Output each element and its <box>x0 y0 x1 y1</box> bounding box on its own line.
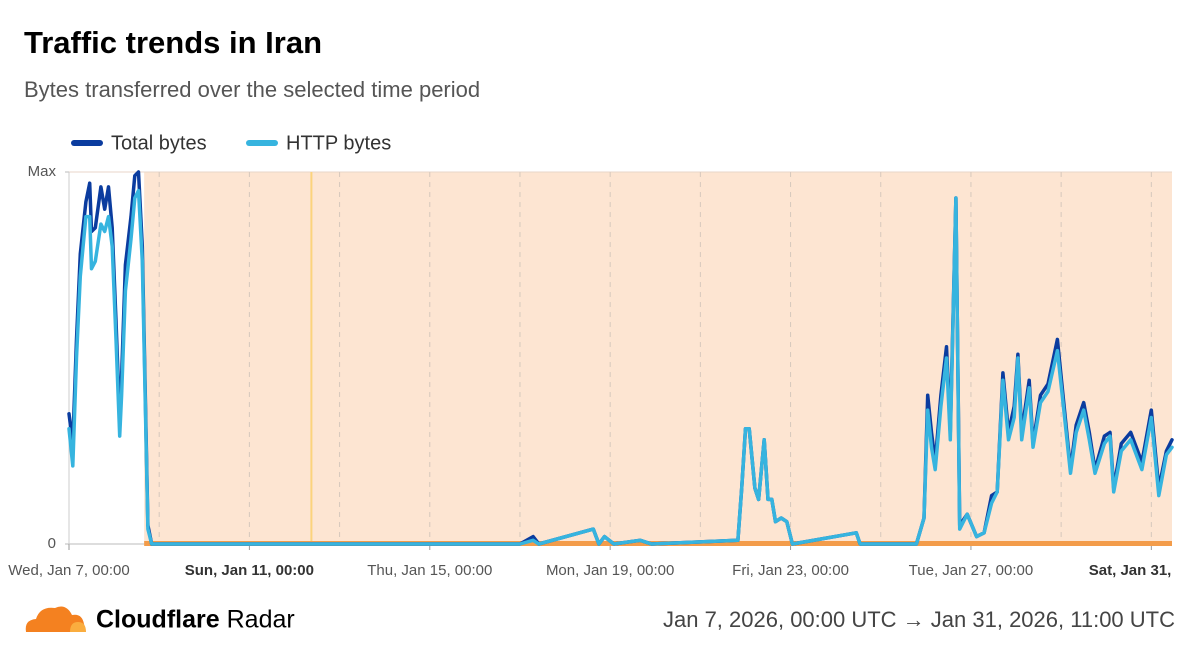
brand: Cloudflare <box>96 606 220 634</box>
x-tick-label: Sat, Jan 31, 00:00 <box>1089 562 1200 579</box>
legend-label: Total bytes <box>111 132 207 154</box>
series-line <box>67 188 1174 546</box>
plot-area: 0 Max <box>28 163 1174 552</box>
x-tick-label: Thu, Jan 15, 00:00 <box>367 562 492 579</box>
legend-label: HTTP bytes <box>286 132 391 154</box>
y-tick-label: 0 <box>48 535 56 552</box>
y-tick-label: Max <box>28 163 57 180</box>
chart-subtitle: Bytes transferred over the selected time… <box>24 77 480 102</box>
x-tick-label: Sun, Jan 11, 00:00 <box>185 562 314 579</box>
x-tick-label: Mon, Jan 19, 00:00 <box>546 562 674 579</box>
cloudflare-logo <box>25 606 86 632</box>
x-tick-label: Fri, Jan 23, 00:00 <box>732 562 849 579</box>
product: Radar <box>227 606 295 634</box>
date-range: Jan 7, 2026, 00:00 UTC → Jan 31, 2026, 1… <box>663 607 1175 632</box>
chart-title: Traffic trends in Iran <box>24 25 322 60</box>
x-axis-labels: Wed, Jan 7, 00:00 Sun, Jan 11, 00:00 Thu, … <box>8 562 1200 579</box>
highlight-region <box>144 172 1172 544</box>
x-tick-label: Tue, Jan 27, 00:00 <box>909 562 1034 579</box>
x-tick-label: Wed, Jan 7, 00:00 <box>8 562 129 579</box>
